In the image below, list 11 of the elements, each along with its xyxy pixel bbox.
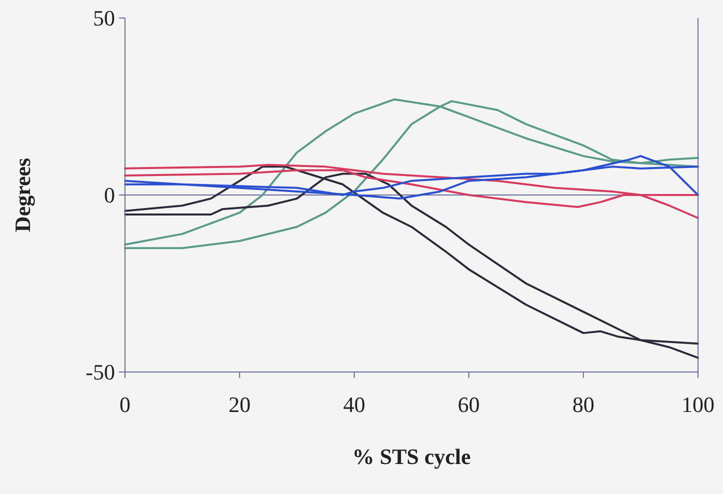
x-tick-label: 100 — [682, 392, 714, 417]
x-tick-label: 20 — [228, 392, 251, 417]
y-tick-label: 50 — [93, 6, 115, 31]
y-axis-title: Degrees — [10, 158, 35, 232]
x-tick-label: 0 — [120, 392, 130, 417]
x-tick-label: 60 — [458, 392, 480, 417]
y-tick-label: 0 — [104, 182, 115, 208]
x-tick-label: 80 — [572, 392, 594, 417]
x-tick-label: 40 — [343, 392, 366, 417]
y-tick-label: -50 — [86, 360, 115, 385]
x-axis-title: % STS cycle — [352, 444, 472, 469]
